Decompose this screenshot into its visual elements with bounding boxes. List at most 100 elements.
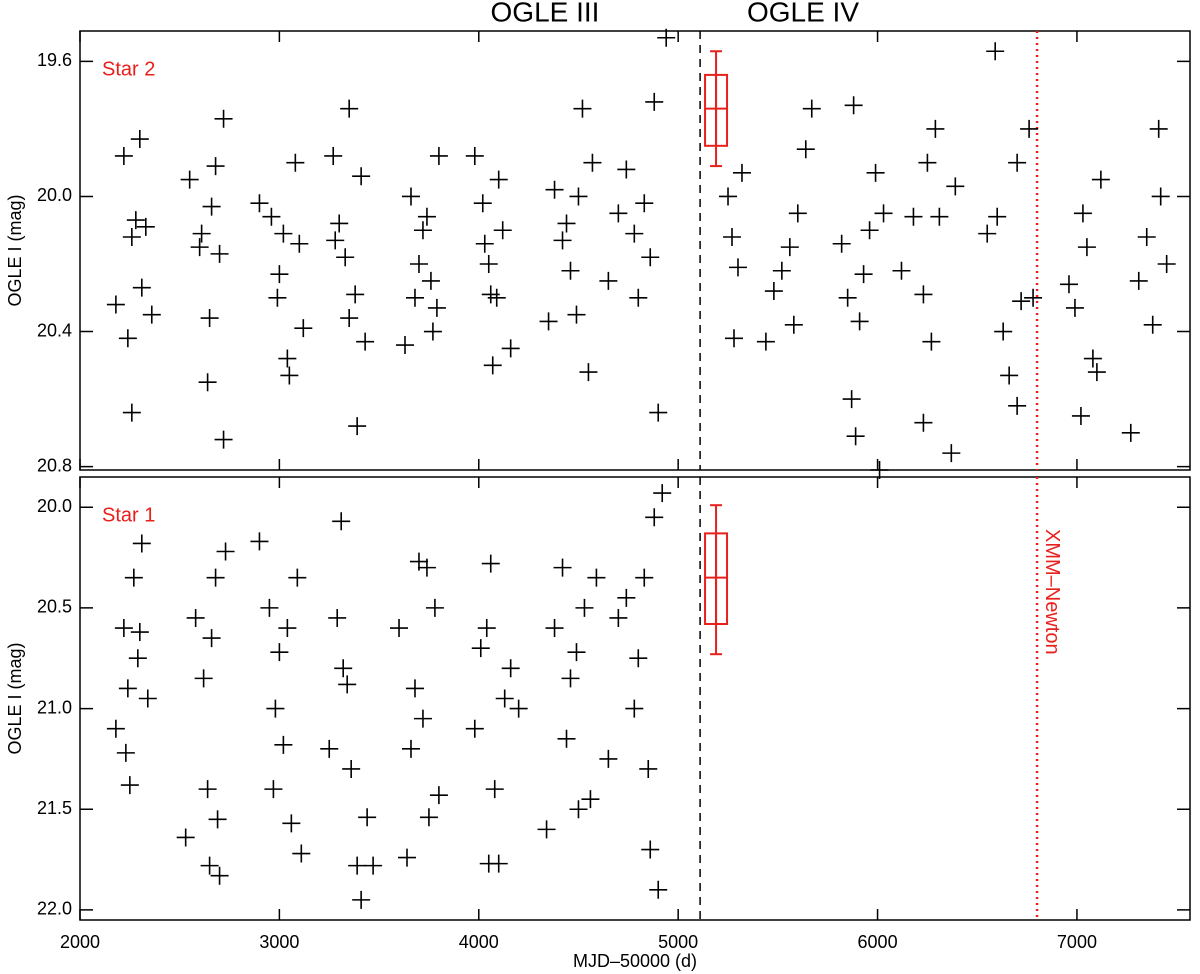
data-point (481, 285, 500, 304)
data-point (557, 214, 576, 233)
data-point (348, 417, 367, 436)
data-point (553, 231, 572, 250)
data-point (581, 790, 600, 809)
panel-label: Star 1 (102, 504, 155, 526)
data-point (186, 608, 205, 627)
data-point (501, 659, 520, 678)
data-point (557, 729, 576, 748)
data-point (802, 99, 821, 118)
data-point (250, 194, 269, 213)
data-point (425, 598, 444, 617)
data-point (942, 444, 961, 463)
data-point (545, 619, 564, 638)
y-tick-label: 20.4 (37, 320, 72, 340)
data-point (290, 234, 309, 253)
data-point (216, 542, 235, 561)
data-point (567, 643, 586, 662)
data-point (719, 187, 738, 206)
data-point (926, 119, 945, 138)
data-point (405, 679, 424, 698)
data-point (471, 639, 490, 658)
data-point (561, 261, 580, 280)
data-point (282, 814, 301, 833)
data-point (202, 629, 221, 648)
data-point (340, 99, 359, 118)
data-point (579, 363, 598, 382)
data-point (479, 255, 498, 274)
data-point (1008, 153, 1027, 172)
data-point (336, 248, 355, 267)
data-point (202, 197, 221, 216)
y-tick-label: 20.0 (37, 185, 72, 205)
data-point (122, 403, 141, 422)
data-point (922, 332, 941, 351)
data-point (545, 180, 564, 199)
data-point (1091, 170, 1110, 189)
y-tick-label: 20.5 (37, 597, 72, 617)
y-tick-label: 21.5 (37, 798, 72, 818)
data-point (1087, 363, 1106, 382)
x-tick-label: 5000 (658, 932, 698, 952)
data-point (609, 608, 628, 627)
y-tick-label: 20.0 (37, 496, 72, 516)
data-point (122, 227, 141, 246)
x-tick-label: 7000 (1057, 932, 1097, 952)
data-point (1077, 238, 1096, 257)
data-point (635, 568, 654, 587)
data-point (537, 820, 556, 839)
data-point (465, 719, 484, 738)
data-point (417, 207, 436, 226)
data-point (192, 224, 211, 243)
data-point (483, 356, 502, 375)
data-point (1143, 315, 1162, 334)
data-point (625, 699, 644, 718)
data-point (429, 786, 448, 805)
data-point (413, 221, 432, 240)
data-point (569, 187, 588, 206)
data-point (892, 261, 911, 280)
data-point (866, 163, 885, 182)
data-point (493, 221, 512, 240)
data-point (417, 558, 436, 577)
data-point (914, 285, 933, 304)
data-point (489, 170, 508, 189)
data-point (539, 312, 558, 331)
data-point (118, 679, 137, 698)
data-point (200, 309, 219, 328)
data-point (356, 332, 375, 351)
data-point (1073, 204, 1092, 223)
data-point (332, 512, 351, 531)
data-point (348, 856, 367, 875)
data-point (509, 699, 528, 718)
data-point (569, 800, 588, 819)
data-point (645, 92, 664, 111)
data-point (645, 508, 664, 527)
data-point (130, 130, 149, 149)
data-point (180, 170, 199, 189)
data-point (1000, 366, 1019, 385)
data-point (352, 890, 371, 909)
data-point (214, 109, 233, 128)
data-point (918, 153, 937, 172)
data-point (130, 623, 149, 642)
data-point (358, 808, 377, 827)
data-point (266, 699, 285, 718)
data-point (136, 217, 155, 236)
data-point (390, 619, 409, 638)
data-point (208, 810, 227, 829)
data-point (292, 844, 311, 863)
vline-label: XMM–Newton (1041, 529, 1063, 655)
data-point (756, 332, 775, 351)
data-point (198, 373, 217, 392)
data-point (280, 366, 299, 385)
data-point (294, 319, 313, 338)
data-point (397, 848, 416, 867)
data-point (128, 649, 147, 668)
data-point (583, 153, 602, 172)
data-point (334, 659, 353, 678)
data-point (1071, 406, 1090, 425)
data-point (114, 146, 133, 165)
data-point (575, 598, 594, 617)
data-point (326, 231, 345, 250)
data-point (599, 271, 618, 290)
